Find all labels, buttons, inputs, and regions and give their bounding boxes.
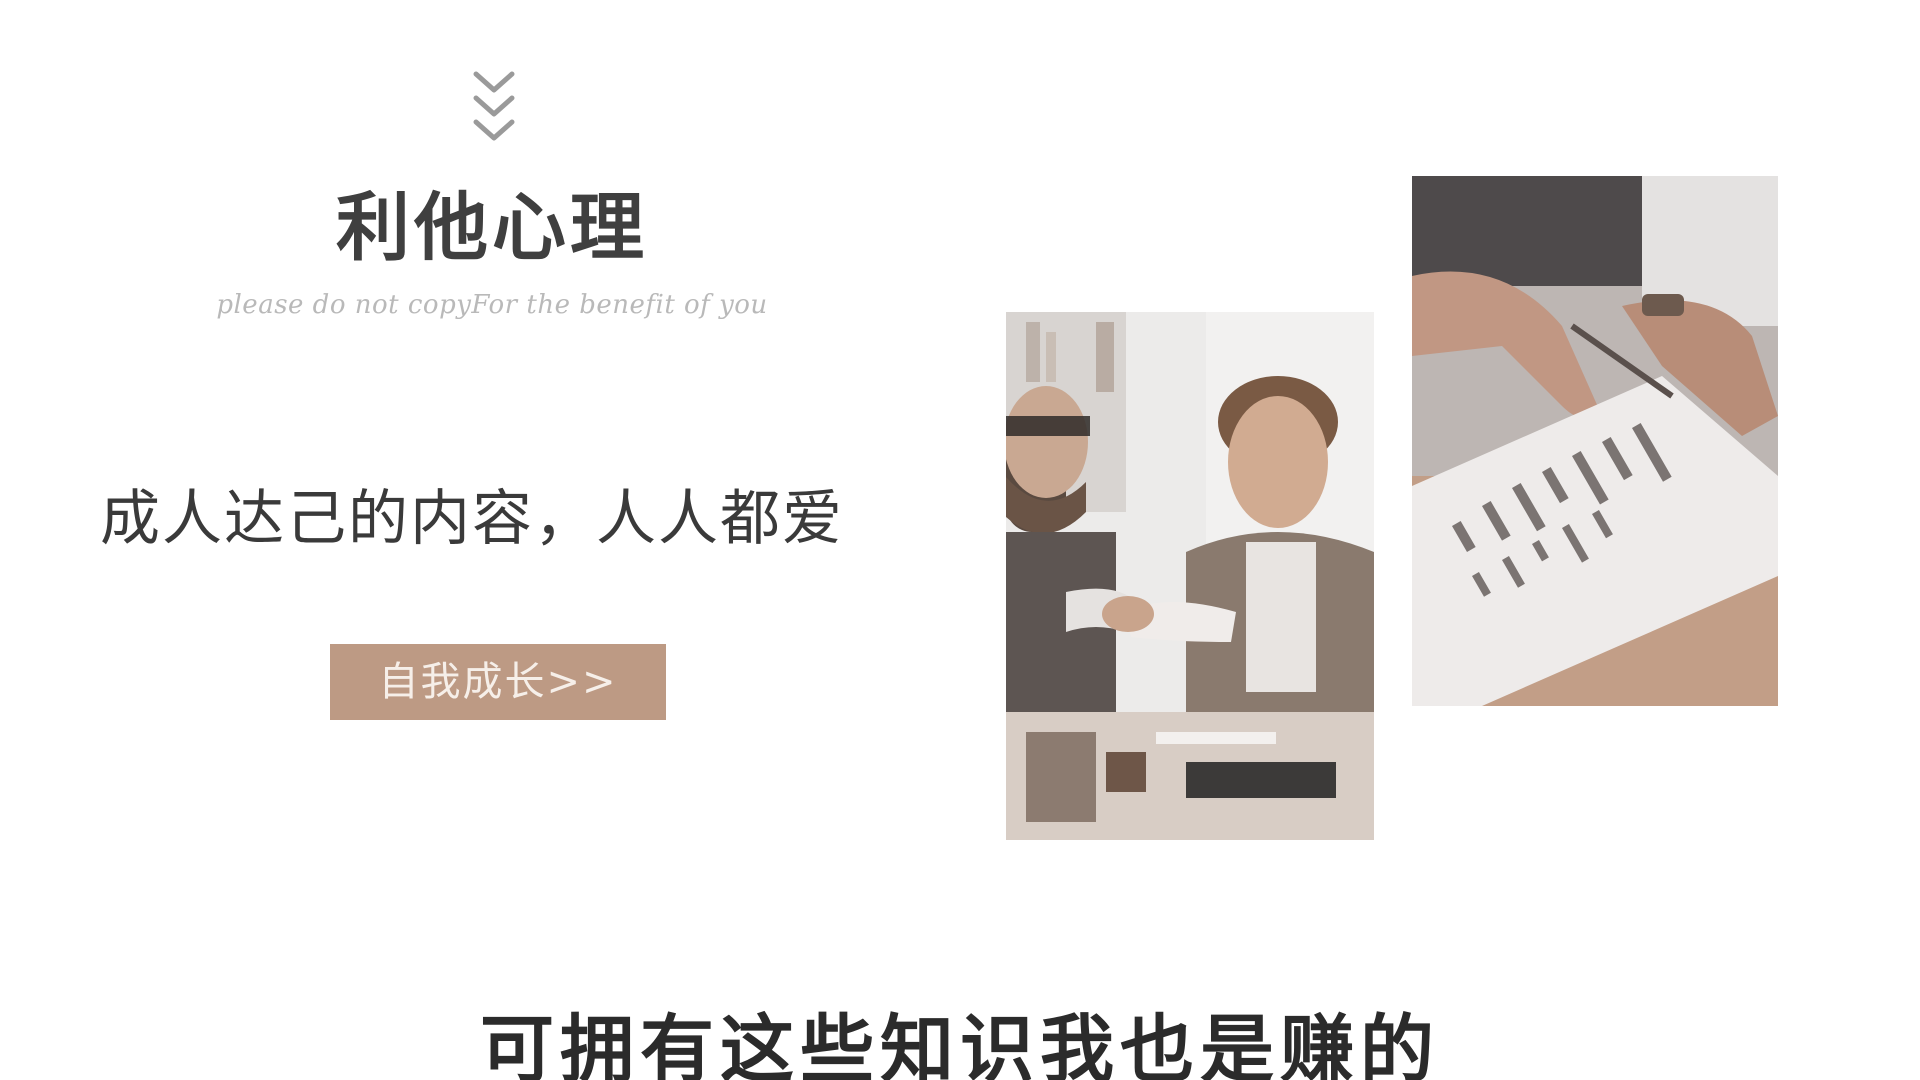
chart-report-photo — [1412, 176, 1778, 706]
handshake-photo — [1006, 312, 1374, 840]
self-growth-button[interactable]: 自我成长>> — [330, 644, 666, 720]
triple-chevron-down-icon — [473, 71, 515, 141]
subtitle-caption: 可拥有这些知识我也是赚的 — [480, 1007, 1440, 1080]
slide-tagline: 成人达己的内容，人人都爱 — [100, 484, 844, 554]
slide-subtitle: please do not copyFor the benefit of you — [216, 290, 768, 320]
chart-report-illustration — [1412, 176, 1778, 706]
slide-title: 利他心理 — [336, 185, 648, 271]
handshake-illustration — [1006, 312, 1374, 840]
